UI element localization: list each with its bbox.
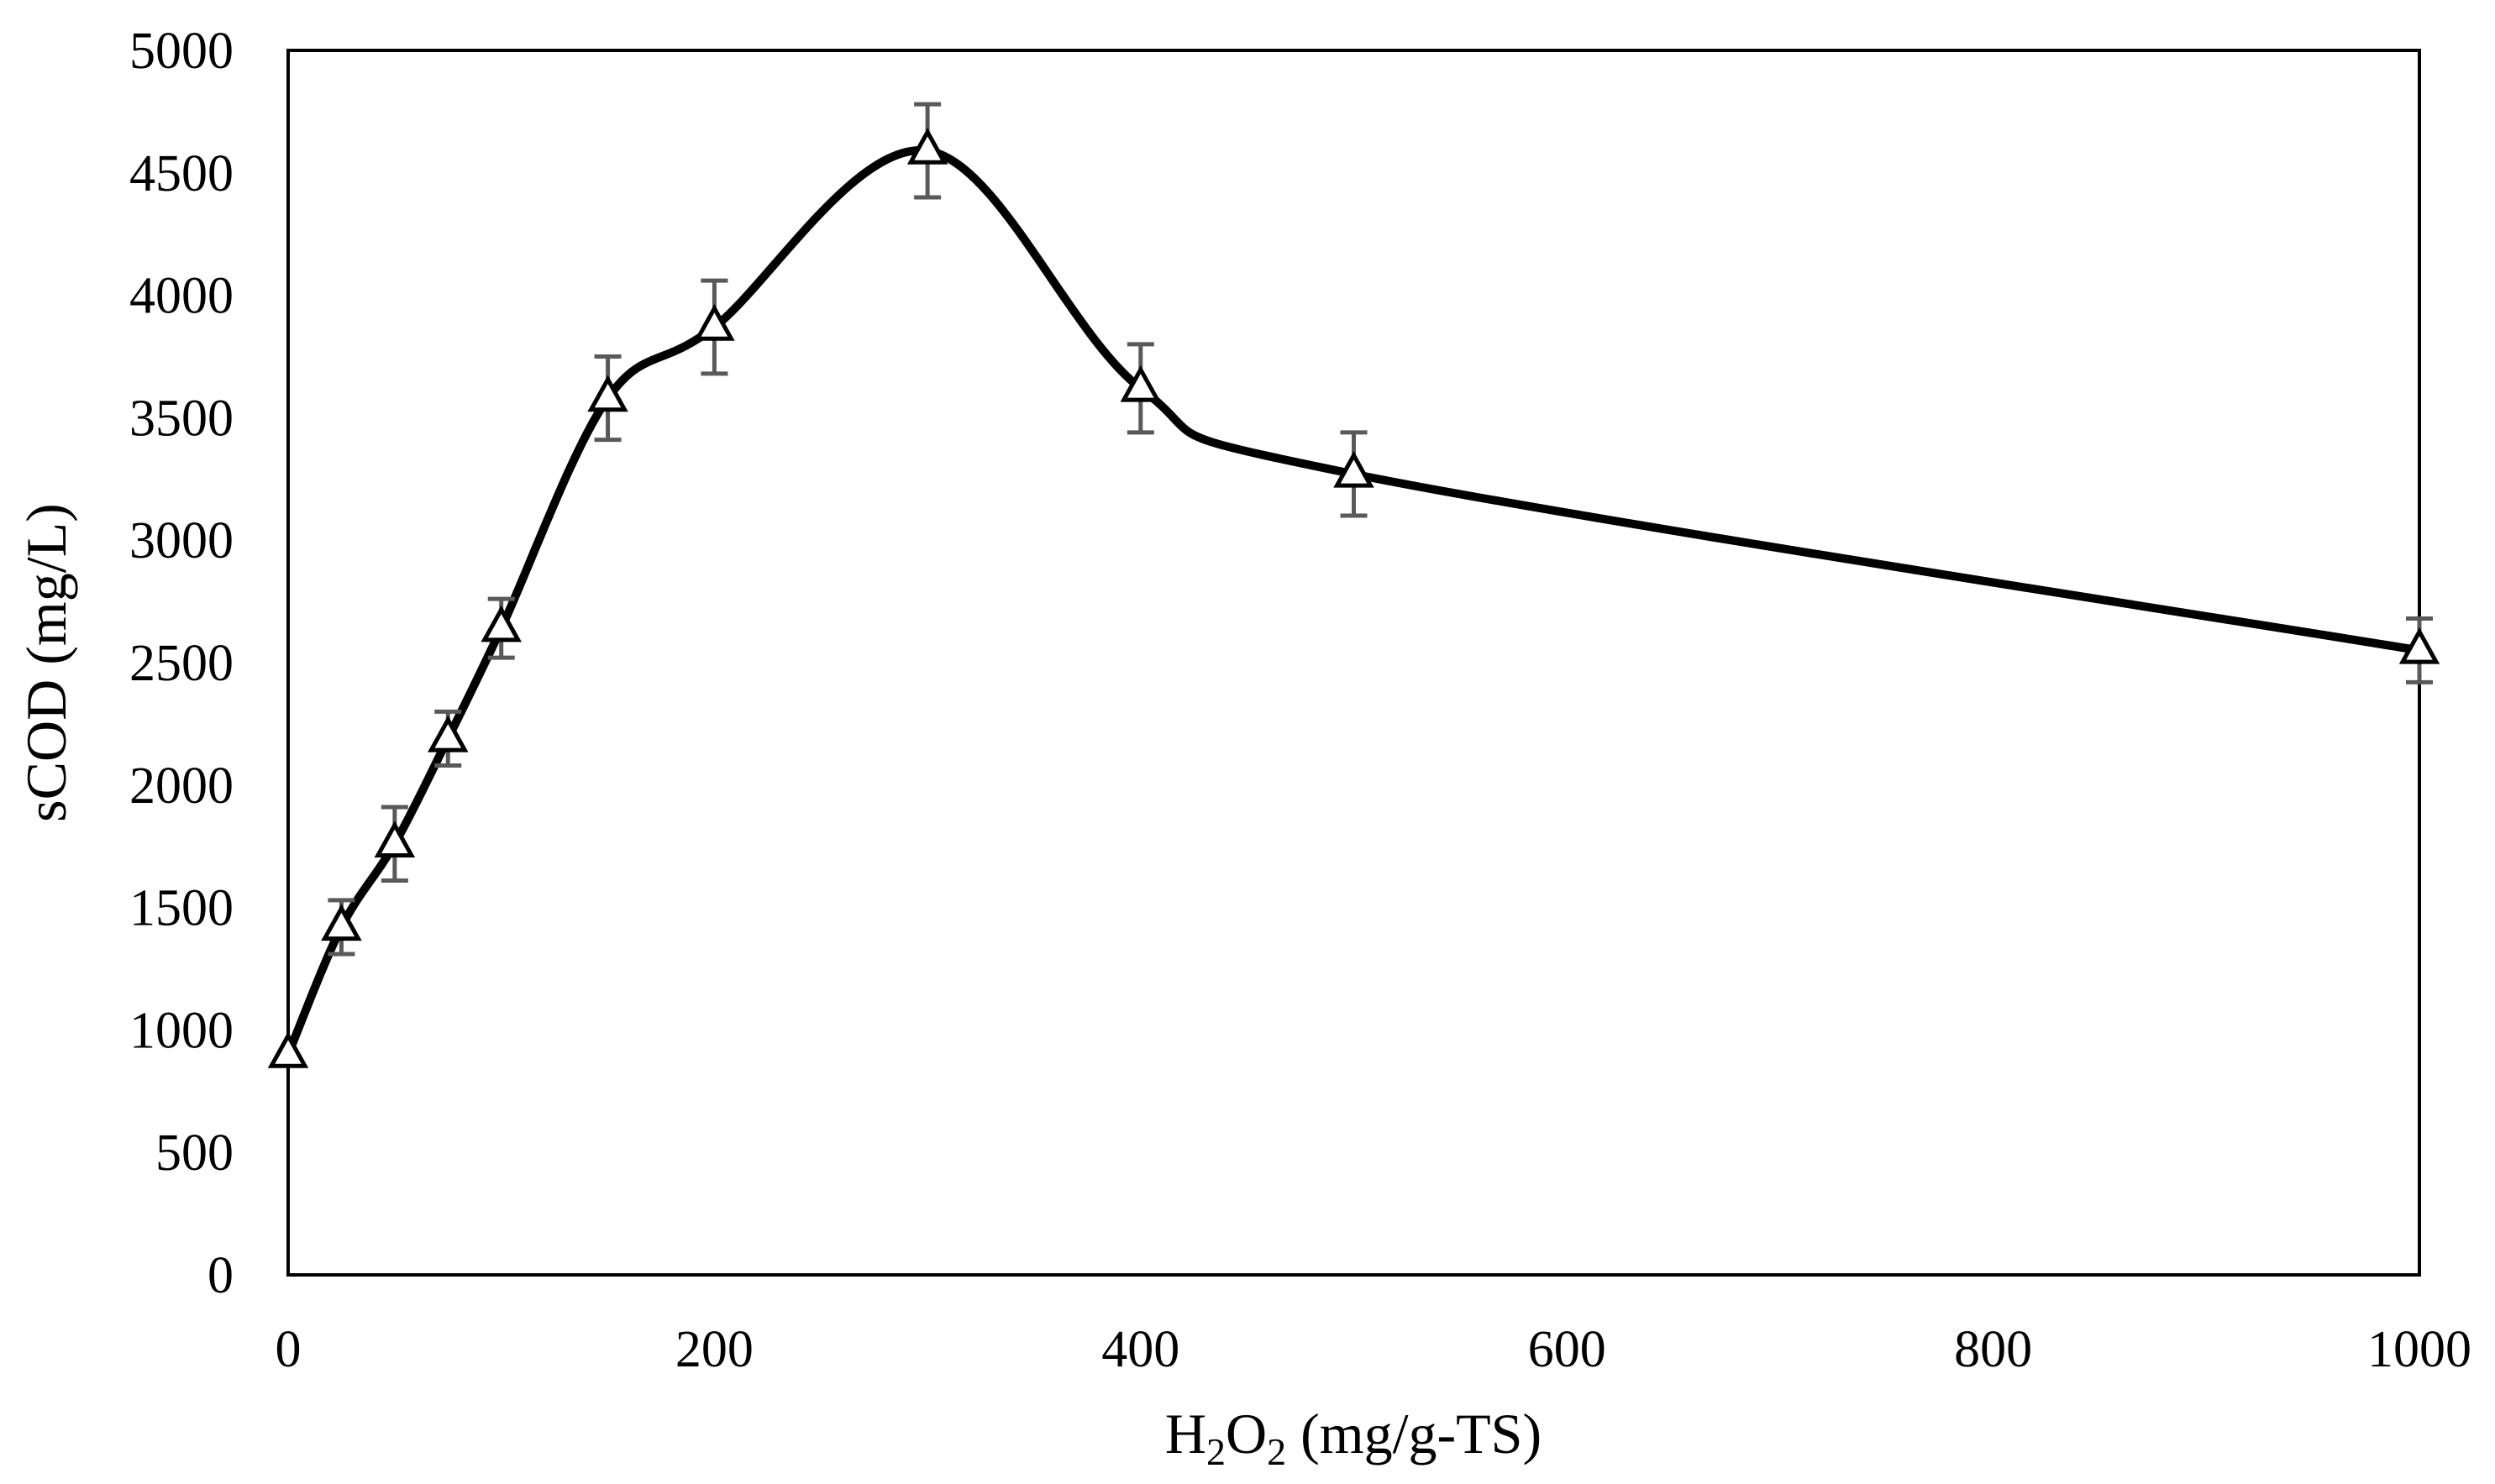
data-point-marker-100 [485,610,518,640]
x-axis-title-units: (mg/g-TS) [1286,1402,1542,1466]
series-layer [271,104,2436,1066]
x-axis-title-sub-2a: 2 [1206,1430,1226,1473]
y-tick-label-5000: 5000 [129,23,234,80]
y-tick-labels: 0 500 1000 1500 2000 2500 3000 3500 4000 4500 5000 [129,23,234,1304]
y-tick-label-3500: 3500 [129,390,234,447]
plot-frame [288,50,2419,1275]
y-tick-label-2000: 2000 [129,758,234,815]
x-axis-title-h: H [1165,1402,1206,1466]
x-tick-labels: 0 200 400 600 800 1000 [276,1321,2472,1378]
chart: 0500100015002000250030003500400045005000… [0,0,2495,1484]
x-tick-label-0: 0 [276,1321,302,1378]
y-tick-label-2500: 2500 [129,635,234,692]
y-tick-label-4500: 4500 [129,145,234,202]
x-tick-label-1000: 1000 [2367,1321,2471,1378]
x-tick-label-800: 800 [1954,1321,2032,1378]
x-tick-label-600: 600 [1528,1321,1606,1378]
x-axis-title: H2O2 (mg/g-TS) [1165,1402,1542,1473]
x-axis-title-o: O [1226,1402,1267,1466]
data-point-marker-0 [271,1036,305,1066]
y-tick-label-1500: 1500 [129,880,234,937]
x-tick-label-400: 400 [1101,1321,1179,1378]
y-tick-label-500: 500 [155,1125,234,1182]
y-tick-label-3000: 3000 [129,512,234,569]
y-tick-label-4000: 4000 [129,268,234,325]
y-tick-label-0: 0 [207,1247,234,1304]
y-axis-title: sCOD (mg/L) [14,503,78,822]
data-point-marker-75 [431,720,465,750]
x-tick-label-200: 200 [675,1321,754,1378]
y-tick-label-1000: 1000 [129,1002,234,1059]
x-axis-title-sub-2b: 2 [1267,1430,1286,1473]
series-line-0 [288,150,2419,1055]
